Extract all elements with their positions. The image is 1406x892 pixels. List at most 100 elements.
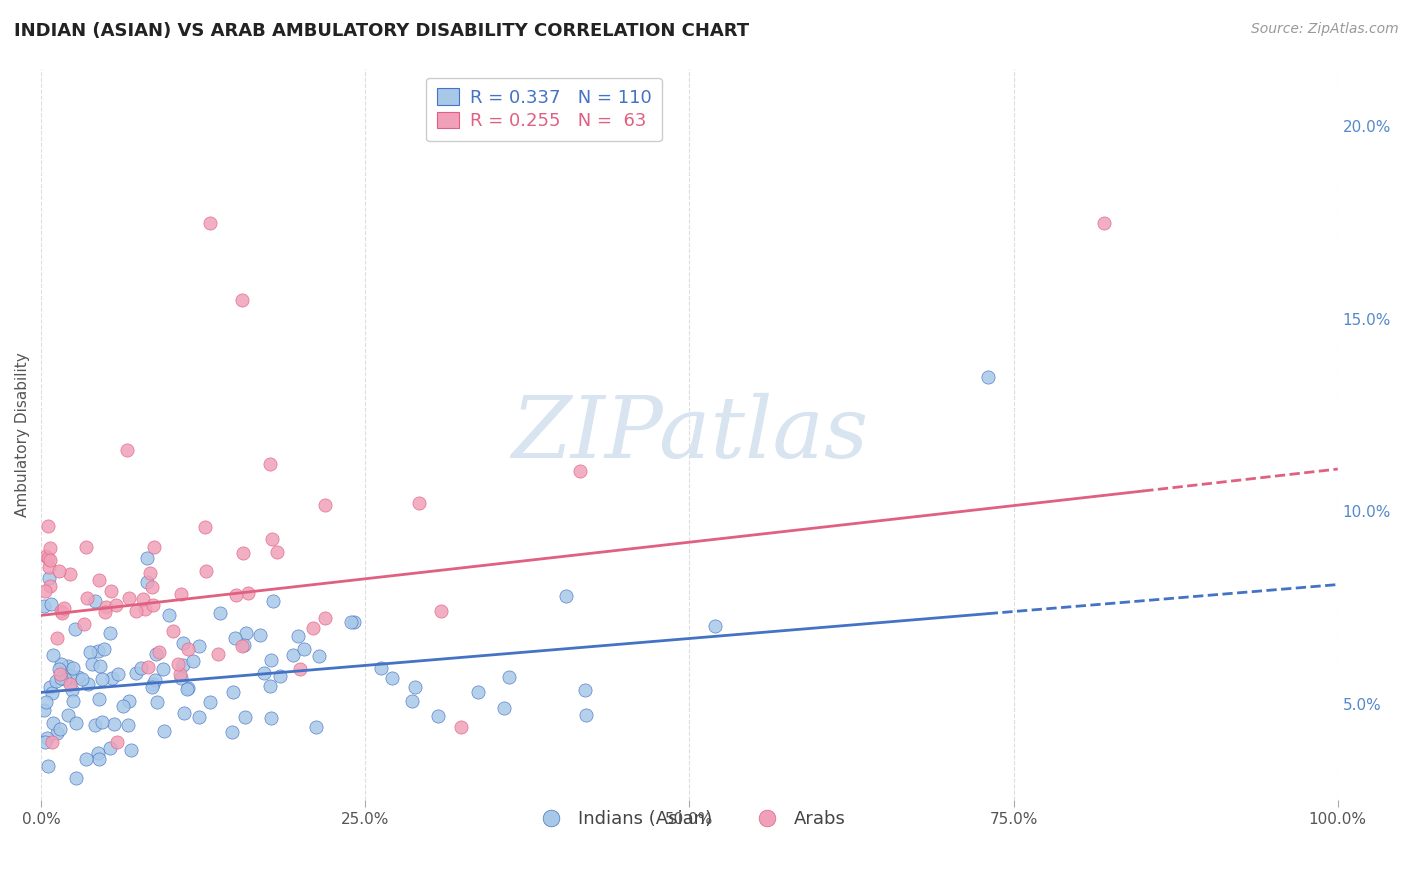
Point — [136, 550, 159, 565]
Point — [162, 624, 184, 639]
Point — [32, 599, 55, 613]
Point — [370, 661, 392, 675]
Point — [259, 458, 281, 472]
Point — [260, 653, 283, 667]
Point — [492, 701, 515, 715]
Point — [67, 670, 90, 684]
Point — [118, 591, 141, 605]
Point — [153, 724, 176, 739]
Point — [401, 694, 423, 708]
Point — [37, 550, 59, 565]
Point — [339, 615, 361, 629]
Point — [467, 685, 489, 699]
Point — [574, 682, 596, 697]
Point — [380, 671, 402, 685]
Point — [259, 711, 281, 725]
Point — [51, 604, 73, 618]
Point — [148, 645, 170, 659]
Point — [170, 671, 193, 685]
Point — [314, 611, 336, 625]
Point — [302, 621, 325, 635]
Point — [62, 693, 84, 707]
Point — [98, 740, 121, 755]
Point — [292, 641, 315, 656]
Point — [41, 597, 63, 611]
Point — [141, 580, 163, 594]
Point — [49, 722, 72, 736]
Point — [221, 724, 243, 739]
Point — [46, 632, 69, 646]
Point — [35, 695, 58, 709]
Point — [56, 659, 79, 673]
Point — [75, 540, 97, 554]
Point — [62, 661, 84, 675]
Point — [233, 709, 256, 723]
Point — [65, 771, 87, 785]
Point — [253, 666, 276, 681]
Point — [976, 369, 998, 384]
Point — [38, 571, 60, 585]
Point — [498, 670, 520, 684]
Point — [35, 549, 58, 563]
Point — [704, 618, 727, 632]
Point — [41, 686, 63, 700]
Point — [142, 598, 165, 612]
Point — [308, 648, 330, 663]
Point — [93, 642, 115, 657]
Point — [167, 657, 190, 671]
Point — [235, 626, 257, 640]
Point — [87, 573, 110, 587]
Point — [107, 735, 129, 749]
Point — [46, 726, 69, 740]
Point — [101, 672, 124, 686]
Point — [104, 599, 127, 613]
Point — [231, 639, 253, 653]
Point — [115, 443, 138, 458]
Point — [569, 464, 592, 478]
Point — [139, 566, 162, 580]
Point — [39, 553, 62, 567]
Point — [283, 648, 305, 663]
Point — [232, 546, 254, 560]
Point — [107, 667, 129, 681]
Point — [51, 657, 73, 671]
Point — [34, 703, 56, 717]
Point — [236, 586, 259, 600]
Text: INDIAN (ASIAN) VS ARAB AMBULATORY DISABILITY CORRELATION CHART: INDIAN (ASIAN) VS ARAB AMBULATORY DISABI… — [14, 22, 749, 40]
Point — [259, 679, 281, 693]
Point — [172, 636, 194, 650]
Point — [82, 657, 104, 671]
Point — [37, 519, 59, 533]
Point — [70, 672, 93, 686]
Point — [59, 669, 82, 683]
Point — [91, 715, 114, 730]
Point — [91, 672, 114, 686]
Point — [118, 694, 141, 708]
Point — [176, 682, 198, 697]
Point — [44, 673, 66, 688]
Point — [146, 695, 169, 709]
Point — [51, 607, 73, 621]
Point — [53, 672, 76, 686]
Point — [39, 579, 62, 593]
Point — [39, 680, 62, 694]
Point — [49, 671, 72, 685]
Point — [408, 495, 430, 509]
Point — [65, 715, 87, 730]
Point — [96, 599, 118, 614]
Text: ZIPatlas: ZIPatlas — [510, 393, 868, 475]
Point — [170, 587, 193, 601]
Point — [181, 654, 204, 668]
Point — [209, 606, 232, 620]
Point — [145, 647, 167, 661]
Point — [49, 667, 72, 681]
Point — [260, 532, 283, 546]
Point — [129, 661, 152, 675]
Point — [305, 720, 328, 734]
Point — [142, 540, 165, 554]
Point — [83, 718, 105, 732]
Point — [112, 699, 135, 714]
Point — [404, 681, 426, 695]
Point — [176, 641, 198, 656]
Point — [173, 706, 195, 720]
